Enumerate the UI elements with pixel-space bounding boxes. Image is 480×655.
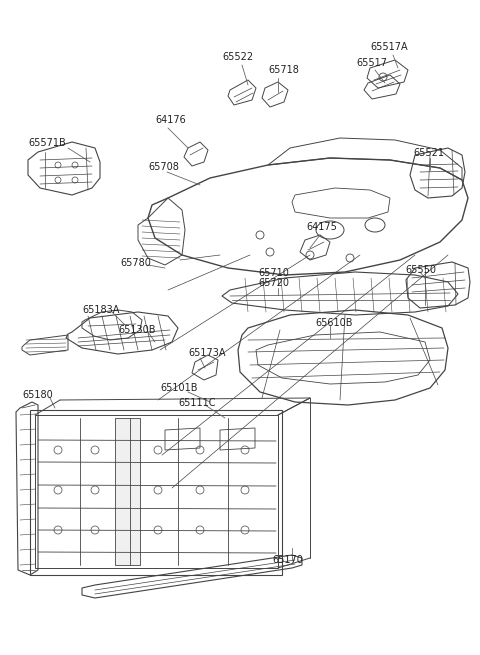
Text: 65522: 65522 bbox=[222, 52, 253, 62]
Text: 65130B: 65130B bbox=[118, 325, 156, 335]
Text: 65720: 65720 bbox=[258, 278, 289, 288]
Text: 65517: 65517 bbox=[356, 58, 387, 68]
Text: 65718: 65718 bbox=[268, 65, 299, 75]
Text: 65180: 65180 bbox=[22, 390, 53, 400]
Text: 64175: 64175 bbox=[306, 222, 337, 232]
Text: 65517A: 65517A bbox=[370, 42, 408, 52]
Text: 65610B: 65610B bbox=[315, 318, 352, 328]
Text: 65708: 65708 bbox=[148, 162, 179, 172]
Text: 65101B: 65101B bbox=[160, 383, 197, 393]
Text: 65710: 65710 bbox=[258, 268, 289, 278]
Text: 65550: 65550 bbox=[405, 265, 436, 275]
Text: 65173A: 65173A bbox=[188, 348, 226, 358]
Text: 65170: 65170 bbox=[272, 555, 303, 565]
Text: 64176: 64176 bbox=[155, 115, 186, 125]
Text: 65521: 65521 bbox=[413, 148, 444, 158]
Text: 65780: 65780 bbox=[120, 258, 151, 268]
Text: 65183A: 65183A bbox=[82, 305, 120, 315]
Polygon shape bbox=[115, 418, 140, 565]
Text: 65111C: 65111C bbox=[178, 398, 216, 408]
Text: 65571B: 65571B bbox=[28, 138, 66, 148]
